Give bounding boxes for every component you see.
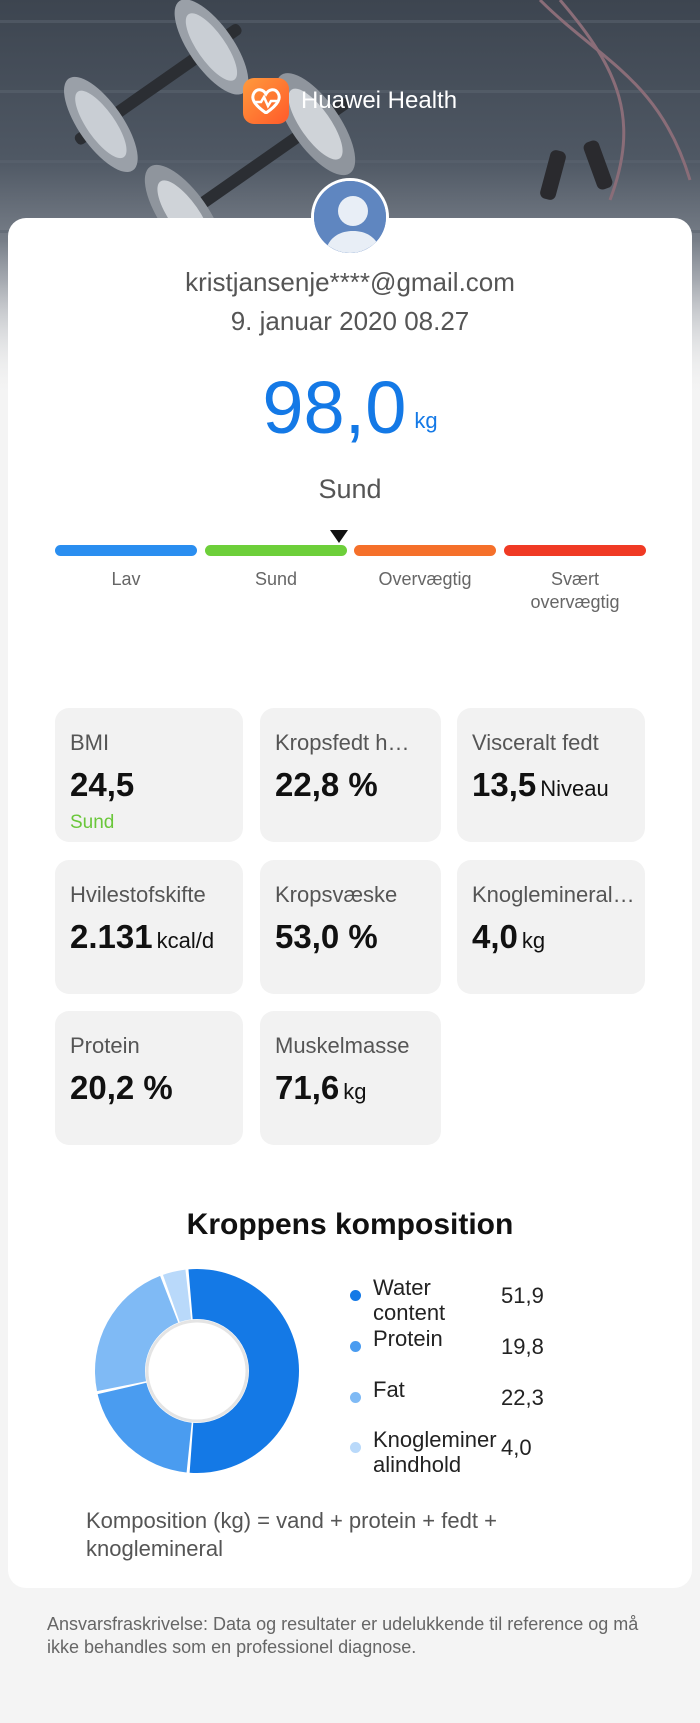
scale-label-low: Lav	[111, 569, 141, 589]
metric-label: Protein	[70, 1033, 140, 1058]
legend-label: Water content	[373, 1275, 446, 1323]
scale-label-obese: Svært overvægtig	[530, 569, 620, 612]
scale-label-overweight: Overvægtig	[378, 569, 472, 589]
metric-protein[interactable]: Protein 20,2 %	[55, 1011, 243, 1145]
scale-segment-overweight	[354, 545, 496, 556]
donut-slice-0	[188, 1269, 300, 1473]
metric-value: 4,0	[472, 918, 518, 955]
metric-body-water[interactable]: Kropsvæske 53,0 %	[260, 860, 441, 994]
metric-bmr[interactable]: Hvilestofskifte 2.131 kcal/d	[55, 860, 243, 994]
composition-donut-chart	[95, 1269, 300, 1473]
legend-dot-icon	[350, 1392, 361, 1403]
metric-label: Kropsfedt h…	[275, 730, 410, 755]
app-header: Huawei Health	[0, 78, 700, 124]
scale-segment-obese	[504, 545, 646, 556]
metric-status: Sund	[70, 812, 115, 833]
donut-hole	[145, 1319, 249, 1423]
metric-label: BMI	[70, 730, 110, 755]
scale-marker-icon	[330, 530, 348, 543]
legend-item-protein: Protein 19,8	[348, 1326, 568, 1372]
scale-label-healthy: Sund	[254, 569, 298, 589]
scale-segment-low	[55, 545, 197, 556]
legend-label: Fat	[373, 1377, 405, 1402]
donut-slice-2	[95, 1275, 179, 1392]
metric-value: 2.131	[70, 918, 153, 955]
metric-label: Hvilestofskifte	[70, 882, 206, 907]
user-avatar-icon	[311, 178, 389, 256]
metric-label: Muskelmasse	[275, 1033, 410, 1058]
legend-label: Knoglemineralindhold	[373, 1427, 497, 1475]
donut-slice-3	[162, 1269, 192, 1322]
legend-value: 4,0	[501, 1435, 532, 1460]
metric-label: Visceralt fedt	[472, 730, 599, 755]
measurement-date: 9. januar 2020 08.27	[230, 306, 470, 336]
legend-item-bone-mineral: Knoglemineralindhold 4,0	[348, 1427, 568, 1475]
user-email: kristjansenje****@gmail.com	[185, 267, 515, 297]
metric-bone-mineral[interactable]: Knoglemineral… 4,0 kg	[457, 860, 645, 994]
metric-value: 22,8 %	[275, 766, 378, 803]
donut-slice-1	[97, 1382, 192, 1473]
metric-unit: Niveau	[540, 776, 609, 801]
metric-unit: kcal/d	[156, 928, 215, 953]
weight-value: 98,0	[262, 366, 407, 449]
metric-bmi[interactable]: BMI 24,5 Sund	[55, 708, 243, 842]
legend-dot-icon	[350, 1290, 361, 1301]
metric-value: 13,5	[472, 766, 537, 803]
metric-label: Kropsvæske	[275, 882, 398, 907]
composition-title: Kroppens komposition	[186, 1208, 514, 1241]
weight-scale	[55, 545, 646, 557]
legend-label: Protein	[373, 1326, 443, 1351]
legend-dot-icon	[350, 1442, 361, 1453]
metric-value: 24,5	[70, 766, 135, 803]
metric-value: 53,0 %	[275, 918, 378, 955]
disclaimer-text: Ansvarsfraskrivelse: Data og resultater …	[47, 1614, 639, 1657]
legend-value: 51,9	[501, 1283, 544, 1308]
legend-item-water: Water content 51,9	[348, 1275, 568, 1323]
heart-logo-icon	[242, 78, 289, 124]
metric-unit: kg	[521, 928, 546, 953]
weight-display: 98,0 kg	[0, 368, 700, 448]
metric-body-fat[interactable]: Kropsfedt h… 22,8 %	[260, 708, 441, 842]
legend-value: 19,8	[501, 1334, 544, 1359]
metric-muscle-mass[interactable]: Muskelmasse 71,6 kg	[260, 1011, 441, 1145]
app-title: Huawei Health	[300, 87, 458, 114]
scale-segment-healthy	[205, 545, 347, 556]
composition-formula: Komposition (kg) = vand + protein + fedt…	[86, 1508, 497, 1561]
legend-item-fat: Fat 22,3	[348, 1377, 568, 1423]
legend-dot-icon	[350, 1341, 361, 1352]
metric-visceral-fat[interactable]: Visceralt fedt 13,5 Niveau	[457, 708, 645, 842]
metric-unit: kg	[343, 1079, 367, 1104]
weight-unit: kg	[414, 408, 438, 433]
metric-label: Knoglemineral…	[472, 882, 635, 907]
legend-value: 22,3	[501, 1385, 544, 1410]
metric-value: 71,6	[275, 1069, 340, 1106]
weight-status: Sund	[318, 474, 382, 504]
metric-value: 20,2 %	[70, 1069, 173, 1106]
